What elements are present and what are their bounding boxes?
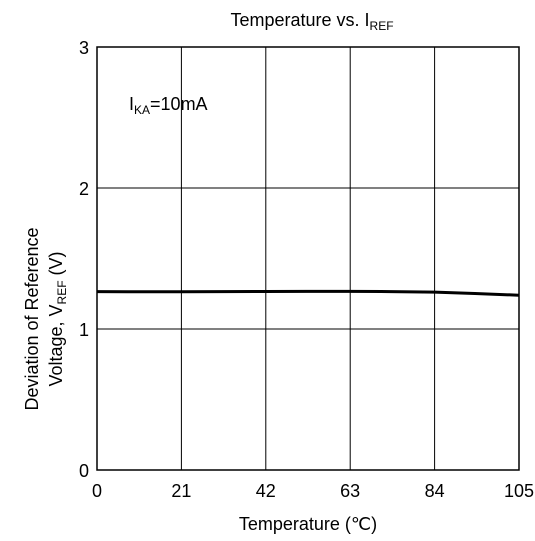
y-tick-label: 0 bbox=[79, 461, 89, 481]
y-tick-label: 3 bbox=[79, 38, 89, 58]
grid bbox=[96, 46, 520, 471]
chart-title-sub: REF bbox=[370, 19, 394, 33]
series-layer bbox=[96, 289, 520, 297]
y-tick-label: 2 bbox=[79, 179, 89, 199]
y-axis-label-sub: REF bbox=[55, 280, 69, 304]
plot-frame bbox=[96, 46, 520, 471]
annotation-tail: =10mA bbox=[150, 94, 208, 114]
chart-title-main: Temperature vs. I bbox=[230, 10, 369, 30]
x-tick-label: 42 bbox=[256, 481, 276, 501]
y-axis-label-tail: (V) bbox=[46, 251, 66, 280]
x-tick-labels: 0 21 42 63 84 105 bbox=[92, 481, 534, 501]
x-tick-label: 21 bbox=[171, 481, 191, 501]
y-tick-labels: 0 1 2 3 bbox=[79, 38, 89, 481]
annotation-main: I bbox=[129, 94, 134, 114]
x-tick-label: 63 bbox=[340, 481, 360, 501]
chart-title: Temperature vs. IREF bbox=[230, 10, 393, 33]
y-axis-label-line1: Deviation of Reference bbox=[22, 227, 42, 410]
series-line bbox=[96, 289, 520, 297]
x-axis-label: Temperature (℃) bbox=[239, 514, 377, 534]
y-axis-label: Deviation of Reference Voltage, VREF (V) bbox=[22, 227, 69, 410]
x-tick-label: 84 bbox=[425, 481, 445, 501]
x-tick-label: 105 bbox=[504, 481, 534, 501]
y-axis-label-main: Voltage, V bbox=[46, 304, 66, 386]
condition-annotation: IKA=10mA bbox=[129, 94, 208, 117]
x-tick-label: 0 bbox=[92, 481, 102, 501]
y-tick-label: 1 bbox=[79, 320, 89, 340]
y-axis-label-line2: Voltage, VREF (V) bbox=[46, 251, 69, 386]
annotation-sub: KA bbox=[134, 103, 150, 117]
